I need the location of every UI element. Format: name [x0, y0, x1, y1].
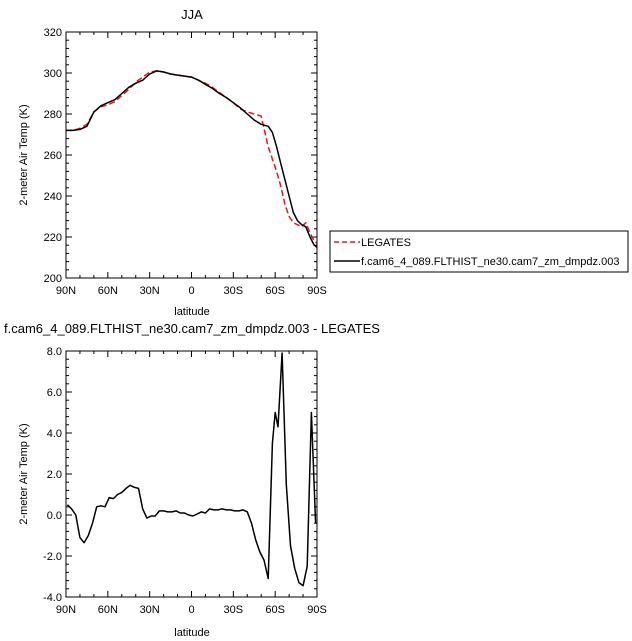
bottom-ytick-label: 4.0 — [47, 428, 62, 440]
bottom-plot-frame — [65, 350, 318, 598]
bottom-xtick-label: 30N — [140, 604, 160, 616]
bottom-ytick-label: 6.0 — [47, 387, 62, 399]
top-xtick-label: 0 — [188, 285, 194, 297]
legend-label-model: f.cam6_4_089.FLTHIST_ne30.cam7_zm_dmpdz.… — [361, 256, 619, 268]
bottom-ytick-label: 8.0 — [47, 346, 62, 358]
top-xtick-label: 90S — [307, 285, 327, 297]
bottom-panel: f.cam6_4_089.FLTHIST_ne30.cam7_zm_dmpdz.… — [4, 321, 380, 639]
top-panel: JJA 2-meter Air Temp (K) latitude 90N 60N… — [18, 7, 327, 318]
top-xtick-label: 60N — [98, 285, 118, 297]
top-ytick-label: 300 — [44, 68, 62, 80]
top-xtick-label: 30N — [140, 285, 160, 297]
bottom-ytick-label: -4.0 — [43, 592, 62, 604]
legend-box — [329, 230, 629, 273]
bottom-xtick-label: 0 — [188, 604, 194, 616]
legend: LEGATES f.cam6_4_089.FLTHIST_ne30.cam7_z… — [329, 230, 629, 273]
bottom-series-line-0 — [66, 352, 317, 587]
bottom-tick-labels: 90N 60N 30N 0 30S 60S 90S -4.0 -2.0 0.0 2.0 4.0 6.0 8… — [43, 346, 327, 616]
bottom-series-lines — [66, 352, 317, 587]
top-y-axis-label: 2-meter Air Temp (K) — [18, 104, 30, 205]
bottom-xtick-label: 90S — [307, 604, 327, 616]
top-series-line-0 — [66, 70, 318, 244]
top-plot-frame — [65, 31, 318, 279]
legend-label-legates: LEGATES — [361, 237, 411, 249]
top-series-lines — [66, 70, 318, 248]
bottom-x-axis-label: latitude — [174, 627, 209, 639]
top-xtick-label: 60S — [265, 285, 285, 297]
bottom-chart-title: f.cam6_4_089.FLTHIST_ne30.cam7_zm_dmpdz.… — [4, 321, 380, 336]
top-ytick-label: 320 — [44, 27, 62, 39]
top-x-axis-label: latitude — [174, 306, 209, 318]
top-tick-labels: 90N 60N 30N 0 30S 60S 90S 200 220 240 260 280 300 320 — [44, 27, 327, 297]
bottom-ytick-label: -2.0 — [43, 551, 62, 563]
bottom-xtick-label: 30S — [224, 604, 244, 616]
top-series-line-1 — [66, 70, 318, 248]
top-ytick-label: 240 — [44, 191, 62, 203]
top-xtick-label: 30S — [224, 285, 244, 297]
bottom-xtick-label: 90N — [56, 604, 76, 616]
bottom-ytick-label: 2.0 — [47, 469, 62, 481]
bottom-xtick-label: 60N — [98, 604, 118, 616]
bottom-y-axis-label: 2-meter Air Temp (K) — [18, 423, 30, 524]
bottom-xtick-label: 60S — [265, 604, 285, 616]
top-ytick-label: 200 — [44, 273, 62, 285]
bottom-ytick-label: 0.0 — [47, 510, 62, 522]
top-xtick-label: 90N — [56, 285, 76, 297]
top-chart-title: JJA — [181, 7, 203, 22]
top-ytick-label: 280 — [44, 109, 62, 121]
top-ytick-label: 220 — [44, 232, 62, 244]
top-ytick-label: 260 — [44, 150, 62, 162]
bottom-axis-ticks — [65, 350, 318, 598]
